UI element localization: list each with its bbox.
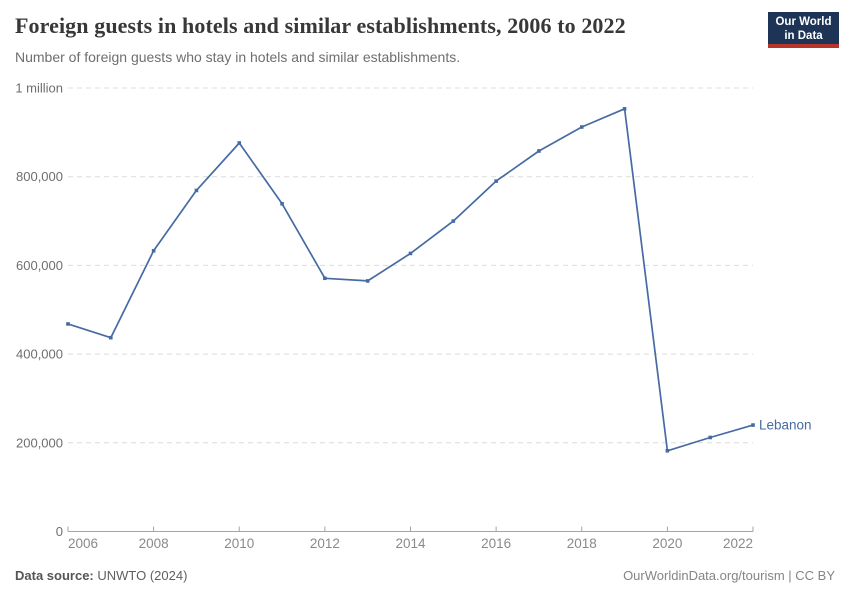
x-axis-label: 2012 xyxy=(310,536,340,551)
data-point-2021[interactable] xyxy=(708,435,712,440)
data-point-2022[interactable] xyxy=(751,423,755,427)
y-axis-label: 800,000 xyxy=(16,169,63,184)
x-axis-label: 2006 xyxy=(68,536,98,551)
y-axis-label: 600,000 xyxy=(16,258,63,273)
owid-logo[interactable]: Our World in Data xyxy=(768,12,839,48)
x-axis-label: 2016 xyxy=(481,536,511,551)
data-point-2007[interactable] xyxy=(109,335,113,340)
series-line[interactable] xyxy=(67,107,754,452)
y-axis-label: 1 million xyxy=(15,81,63,96)
data-point-2017[interactable] xyxy=(537,149,541,153)
data-source-value: UNWTO (2024) xyxy=(93,568,188,583)
x-axis-label: 2020 xyxy=(652,536,682,551)
x-axis-label: 2022 xyxy=(723,536,753,551)
data-point-2015[interactable] xyxy=(451,219,456,223)
y-axis-label: 200,000 xyxy=(16,435,63,450)
data-point-2012[interactable] xyxy=(323,276,327,281)
y-axis-label: 400,000 xyxy=(16,347,63,362)
x-axis-label: 2018 xyxy=(567,536,597,551)
data-point-2009[interactable] xyxy=(194,188,199,193)
data-point-2008[interactable] xyxy=(151,248,156,253)
data-point-2018[interactable] xyxy=(579,125,584,129)
y-axis-label: 0 xyxy=(56,524,63,539)
owid-logo-line2: in Data xyxy=(784,30,823,42)
chart-subtitle: Number of foreign guests who stay in hot… xyxy=(15,49,461,65)
series-label[interactable]: Lebanon xyxy=(759,418,812,433)
data-point-2019[interactable] xyxy=(622,107,627,111)
x-axis-label: 2008 xyxy=(139,536,169,551)
data-point-2013[interactable] xyxy=(365,279,370,283)
page-title: Foreign guests in hotels and similar est… xyxy=(15,13,626,38)
data-source: Data source: UNWTO (2024) xyxy=(15,568,187,583)
data-source-label: Data source: xyxy=(15,568,94,583)
data-point-2010[interactable] xyxy=(237,141,242,145)
data-point-2014[interactable] xyxy=(408,251,413,256)
x-axis-label: 2010 xyxy=(224,536,254,551)
data-point-2011[interactable] xyxy=(280,201,284,206)
credit-link[interactable]: OurWorldinData.org/tourism | CC BY xyxy=(623,568,835,583)
data-point-2006[interactable] xyxy=(66,322,70,326)
data-point-2020[interactable] xyxy=(665,448,670,453)
data-point-2016[interactable] xyxy=(494,179,498,183)
x-axis-label: 2014 xyxy=(395,536,426,551)
owid-logo-line1: Our World xyxy=(775,16,832,28)
